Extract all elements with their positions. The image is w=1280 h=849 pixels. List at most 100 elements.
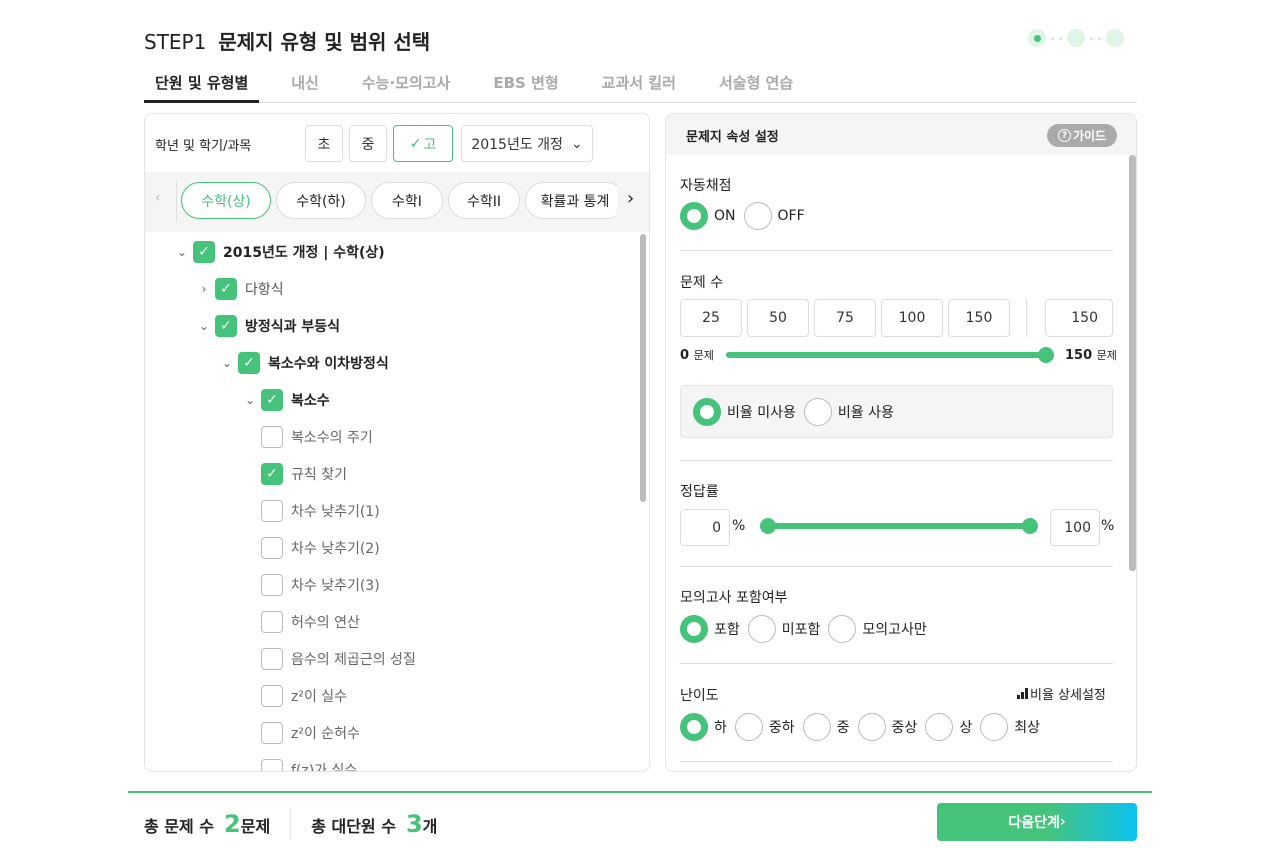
radio-option[interactable]: 중 bbox=[802, 713, 850, 741]
guide-button[interactable]: ? 가이드 bbox=[1047, 124, 1117, 147]
checkbox[interactable]: ✓ bbox=[193, 241, 215, 263]
radio-option[interactable]: 포함 bbox=[680, 615, 740, 643]
checkbox[interactable] bbox=[261, 722, 283, 744]
subject-tab-3[interactable]: 수학II bbox=[448, 182, 520, 219]
slider-handle-max[interactable] bbox=[1022, 518, 1038, 534]
checkbox[interactable] bbox=[261, 574, 283, 596]
radio-option[interactable]: 상 bbox=[925, 713, 972, 741]
checkbox[interactable] bbox=[261, 500, 283, 522]
radio-circle[interactable] bbox=[680, 713, 708, 741]
tree-item[interactable]: ⌄ ✓ 복소수 bbox=[239, 388, 330, 412]
radio-circle[interactable] bbox=[747, 615, 776, 643]
next-step-button[interactable]: 다음단계 › bbox=[937, 803, 1137, 841]
radio-option[interactable]: 모의고사만 bbox=[828, 615, 927, 643]
checkbox[interactable]: ✓ bbox=[215, 315, 237, 337]
radio-option[interactable]: 중하 bbox=[734, 713, 795, 741]
tree-item[interactable]: 차수 낮추기(2) bbox=[261, 536, 380, 560]
accuracy-slider[interactable] bbox=[760, 518, 1038, 534]
radio-circle[interactable] bbox=[980, 713, 1009, 741]
count-preset-button[interactable]: 25 bbox=[680, 299, 742, 337]
count-input[interactable]: 150 bbox=[1045, 299, 1113, 337]
checkbox[interactable]: ✓ bbox=[215, 278, 237, 300]
radio-circle[interactable] bbox=[734, 713, 763, 741]
tree-item[interactable]: 차수 낮추기(3) bbox=[261, 573, 380, 597]
tree-item[interactable]: 음수의 제곱근의 성질 bbox=[261, 647, 416, 671]
chevron-left-icon[interactable]: ‹ bbox=[155, 190, 161, 206]
radio-circle[interactable] bbox=[743, 202, 772, 230]
tree-item[interactable]: › ✓ 다항식 bbox=[193, 277, 284, 301]
checkbox[interactable]: ✓ bbox=[261, 389, 283, 411]
chevron-down-icon[interactable]: ⌄ bbox=[221, 356, 233, 370]
tree-item[interactable]: 허수의 연산 bbox=[261, 610, 360, 634]
chevron-down-icon[interactable]: ⌄ bbox=[198, 319, 210, 333]
scrollbar[interactable] bbox=[1129, 155, 1136, 571]
radio-circle[interactable] bbox=[680, 615, 708, 643]
scrollbar[interactable] bbox=[640, 234, 646, 502]
accuracy-min-input[interactable]: 0 bbox=[680, 509, 730, 546]
subject-tab-1[interactable]: 수학(하) bbox=[276, 182, 366, 219]
footer-summary: 총 문제 수 2 문제 총 대단원 수 3 개 bbox=[144, 810, 437, 838]
radio-circle[interactable] bbox=[802, 713, 831, 741]
grade-button-0[interactable]: 초 bbox=[305, 125, 343, 162]
tree-label: 복소수와 이차방정식 bbox=[268, 356, 389, 372]
subject-tab-4[interactable]: 확률과 통계 bbox=[525, 182, 617, 219]
radio-option[interactable]: ON bbox=[680, 202, 736, 230]
radio-option[interactable]: 중상 bbox=[857, 713, 917, 741]
radio-circle[interactable] bbox=[828, 615, 857, 643]
tree-item[interactable]: 복소수의 주기 bbox=[261, 425, 373, 449]
subject-tab-2[interactable]: 수학I bbox=[371, 182, 443, 219]
tab-2[interactable]: 수능·모의고사 bbox=[361, 74, 451, 92]
radio-option[interactable]: 비율 사용 bbox=[803, 398, 894, 426]
radio-option[interactable]: 최상 bbox=[980, 713, 1040, 741]
radio-option[interactable]: 비율 미사용 bbox=[693, 398, 796, 426]
radio-circle[interactable] bbox=[925, 713, 954, 741]
tab-5[interactable]: 서술형 연습 bbox=[718, 74, 794, 92]
chevron-right-icon[interactable]: › bbox=[201, 282, 207, 296]
checkbox[interactable] bbox=[261, 537, 283, 559]
tree-item[interactable]: 차수 낮추기(1) bbox=[261, 499, 380, 523]
tree-item[interactable]: ⌄ ✓ 복소수와 이차방정식 bbox=[216, 351, 389, 375]
grade-button-1[interactable]: 중 bbox=[349, 125, 387, 162]
subject-tab-0[interactable]: 수학(상) bbox=[181, 182, 271, 219]
checkbox[interactable]: ✓ bbox=[238, 352, 260, 374]
radio-option[interactable]: 하 bbox=[680, 713, 727, 741]
tree-label: 음수의 제곱근의 성질 bbox=[291, 652, 416, 668]
slider-handle-min[interactable] bbox=[760, 518, 776, 534]
grade-button-2[interactable]: ✓ 고 bbox=[393, 125, 453, 162]
percent-label: % bbox=[732, 518, 746, 534]
radio-circle[interactable] bbox=[693, 398, 721, 426]
count-slider[interactable] bbox=[726, 347, 1054, 363]
checkbox[interactable] bbox=[261, 759, 283, 771]
radio-circle[interactable] bbox=[803, 398, 832, 426]
chevron-down-icon[interactable]: ⌄ bbox=[244, 393, 256, 407]
checkbox[interactable] bbox=[261, 611, 283, 633]
checkbox[interactable] bbox=[261, 648, 283, 670]
count-preset-button[interactable]: 150 bbox=[948, 299, 1010, 337]
radio-option[interactable]: OFF bbox=[743, 202, 805, 230]
count-preset-button[interactable]: 100 bbox=[881, 299, 943, 337]
slider-handle[interactable] bbox=[1038, 347, 1054, 363]
checkbox[interactable] bbox=[261, 685, 283, 707]
tree-item[interactable]: f(z)가 실수 bbox=[261, 758, 357, 771]
tree-item[interactable]: z²이 실수 bbox=[261, 684, 347, 708]
tab-0[interactable]: 단원 및 유형별 bbox=[144, 62, 260, 103]
tab-4[interactable]: 교과서 킬러 bbox=[601, 74, 676, 92]
chevron-down-icon[interactable]: ⌄ bbox=[176, 245, 188, 259]
tree-item[interactable]: ⌄ ✓ 방정식과 부등식 bbox=[193, 314, 340, 338]
accuracy-max-input[interactable]: 100 bbox=[1050, 509, 1100, 546]
checkbox[interactable]: ✓ bbox=[261, 463, 283, 485]
chevron-right-icon[interactable]: › bbox=[627, 188, 635, 209]
tree-item[interactable]: ⌄ ✓ 2015년도 개정 | 수학(상) bbox=[171, 240, 385, 264]
tab-1[interactable]: 내신 bbox=[291, 74, 319, 92]
ratio-detail-button[interactable]: 비율 상세설정 bbox=[1017, 684, 1106, 703]
tab-3[interactable]: EBS 변형 bbox=[493, 74, 559, 92]
tree-item[interactable]: z²이 순허수 bbox=[261, 721, 360, 745]
radio-circle[interactable] bbox=[857, 713, 886, 741]
count-preset-button[interactable]: 50 bbox=[747, 299, 809, 337]
tree-item[interactable]: ✓ 규칙 찾기 bbox=[261, 462, 347, 486]
count-preset-button[interactable]: 75 bbox=[814, 299, 876, 337]
radio-circle[interactable] bbox=[680, 202, 708, 230]
curriculum-select[interactable]: 2015년도 개정 ⌄ bbox=[461, 125, 593, 162]
checkbox[interactable] bbox=[261, 426, 283, 448]
radio-option[interactable]: 미포함 bbox=[747, 615, 820, 643]
